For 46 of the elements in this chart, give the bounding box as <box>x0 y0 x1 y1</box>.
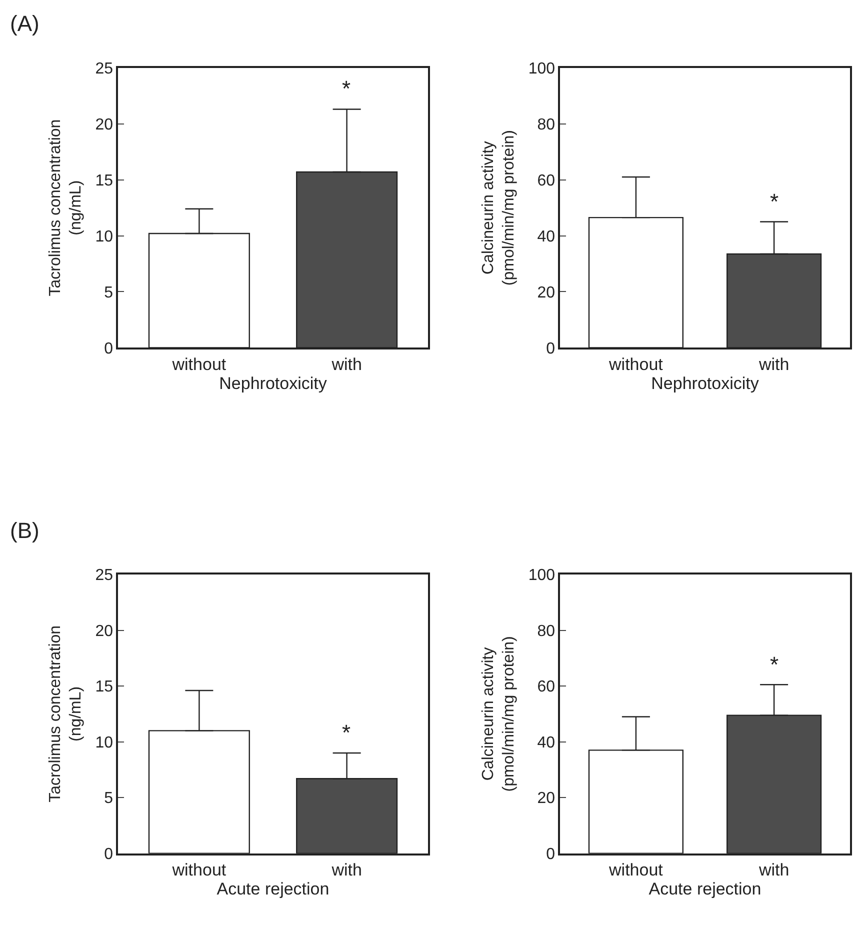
y-axis-title: Tacrolimus concentration (ng/mL) <box>46 625 85 802</box>
y-tick-label: 80 <box>537 116 556 134</box>
y-tick-label: 20 <box>537 284 556 302</box>
y-tick-label: 25 <box>95 567 114 584</box>
x-tick-label: without <box>608 860 664 880</box>
x-tick-label: with <box>758 354 790 374</box>
y-tick-label: 20 <box>95 116 114 134</box>
y-tick-label: 40 <box>537 228 556 246</box>
y-tick-label: 80 <box>537 622 556 640</box>
x-tick-label: without <box>608 354 664 374</box>
y-tick-label: 0 <box>546 340 556 358</box>
chart-title: (B) <box>10 518 40 543</box>
chart-title: (A) <box>10 11 40 36</box>
y-axis-title: Calcineurin activity (pmol/min/mg protein) <box>480 130 518 286</box>
y-tick-label: 10 <box>95 734 114 752</box>
x-tick-label: without <box>171 354 226 374</box>
y-tick-label: 0 <box>104 340 114 358</box>
annotation: * <box>770 652 779 677</box>
x-axis-title: Nephrotoxicity <box>219 374 328 393</box>
y-tick-label: 60 <box>537 678 556 696</box>
y-tick-label: 100 <box>528 567 556 584</box>
x-axis-title: Acute rejection <box>648 880 762 899</box>
y-tick-label: 60 <box>537 172 556 190</box>
y-tick-label: 25 <box>95 60 114 78</box>
annotation: * <box>342 76 351 101</box>
y-tick-label: 15 <box>95 678 114 696</box>
y-tick-label: 40 <box>537 734 556 752</box>
x-tick-label: with <box>330 354 362 374</box>
annotation: * <box>342 720 351 745</box>
x-tick-label: with <box>758 860 790 880</box>
y-tick-label: 20 <box>537 790 556 808</box>
y-tick-label: 5 <box>104 790 114 808</box>
y-tick-label: 5 <box>104 284 114 302</box>
x-axis-title: Acute rejection <box>216 880 330 899</box>
x-tick-label: without <box>171 860 226 880</box>
y-tick-label: 10 <box>95 228 114 246</box>
y-axis-title: Calcineurin activity (pmol/min/mg protein) <box>480 636 518 792</box>
y-tick-label: 0 <box>104 846 114 863</box>
y-tick-label: 20 <box>95 622 114 640</box>
y-tick-label: 100 <box>528 60 556 78</box>
y-axis-title: Tacrolimus concentration (ng/mL) <box>46 119 85 296</box>
annotation: * <box>770 189 779 214</box>
x-tick-label: with <box>330 860 362 880</box>
y-tick-label: 15 <box>95 172 114 190</box>
y-tick-label: 0 <box>546 846 556 863</box>
x-axis-title: Nephrotoxicity <box>651 374 760 393</box>
